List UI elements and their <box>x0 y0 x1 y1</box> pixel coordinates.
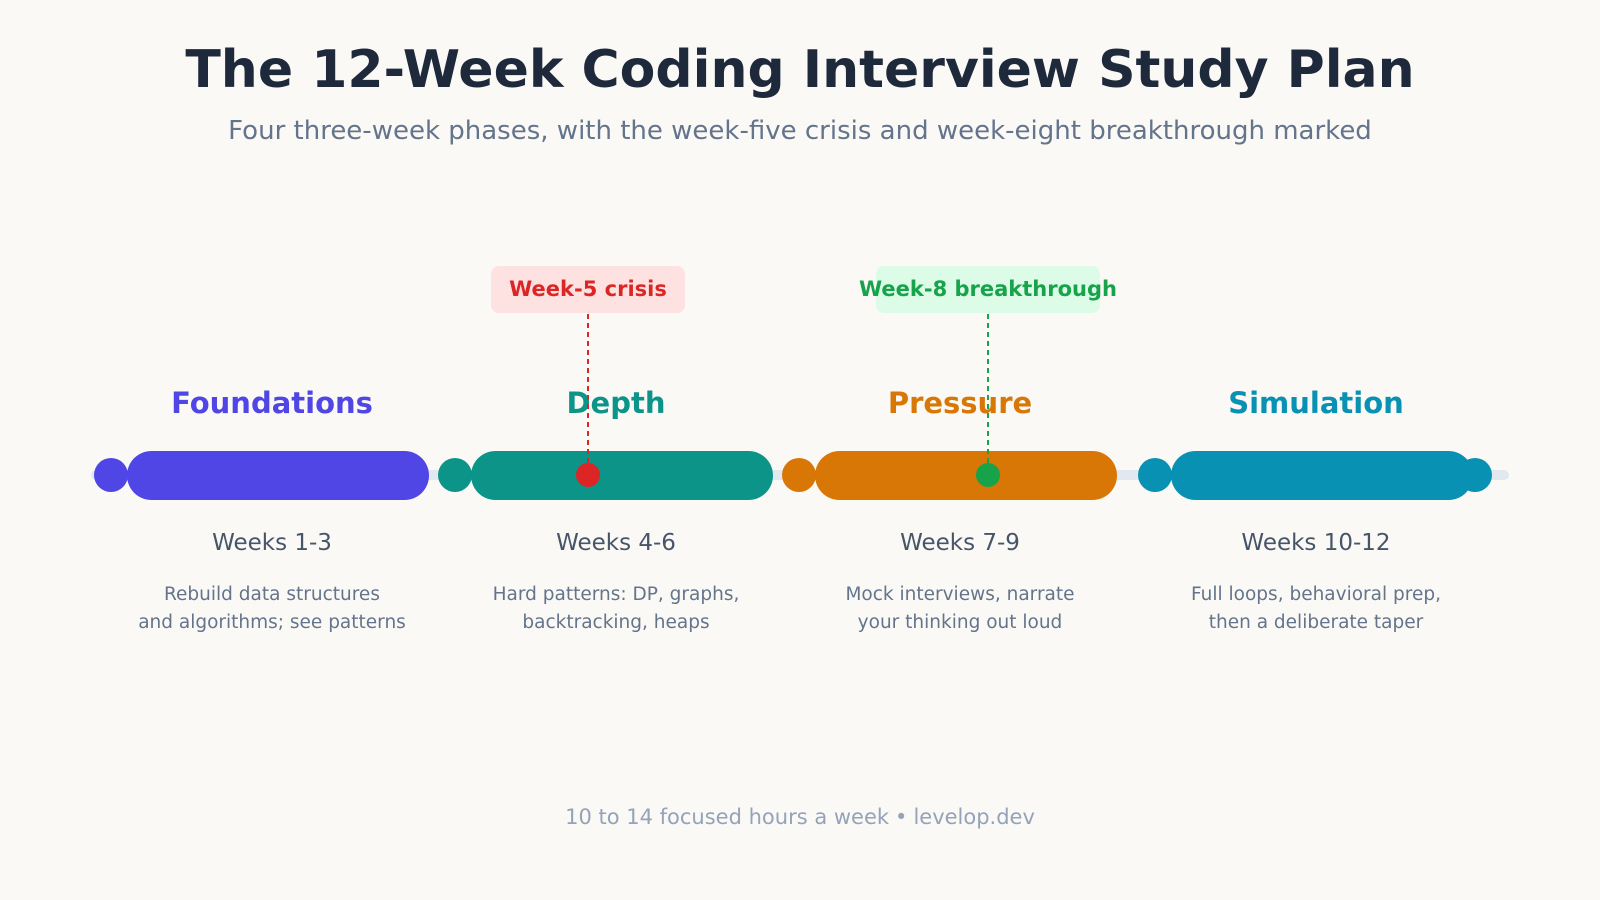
marker-label-box <box>876 266 1100 313</box>
phase-desc-line1: Rebuild data structures <box>164 584 380 605</box>
phase-desc-line1: Hard patterns: DP, graphs, <box>493 584 740 605</box>
phase-start-cap <box>1138 458 1172 492</box>
phase-desc-line2: then a deliberate taper <box>1209 612 1424 633</box>
phase-weeks: Weeks 4-6 <box>556 530 676 556</box>
markers-layer: Week-5 crisis Week-8 breakthrough <box>491 266 1117 487</box>
phase-start-cap <box>438 458 472 492</box>
marker-label: Week-5 crisis <box>509 277 667 301</box>
phase-desc-line1: Full loops, behavioral prep, <box>1191 584 1441 605</box>
phase-start-cap <box>782 458 816 492</box>
marker-crisis: Week-5 crisis <box>491 266 685 487</box>
phase-weeks: Weeks 7-9 <box>900 530 1020 556</box>
footer-separator: • <box>895 805 908 829</box>
phase-bar <box>127 451 429 500</box>
page-title: The 12-Week Coding Interview Study Plan <box>185 40 1415 100</box>
phases-layer: Foundations Weeks 1-3 Rebuild data structu… <box>94 386 1492 633</box>
phase-desc-line2: and algorithms; see patterns <box>138 612 406 633</box>
footer-site: levelop.dev <box>913 805 1035 829</box>
phase-simulation: Simulation Weeks 10-12 Full loops, behavio… <box>1138 386 1492 633</box>
phase-pressure: Pressure Weeks 7-9 Mock interviews, narrat… <box>782 386 1117 633</box>
marker-label-box <box>491 266 685 313</box>
marker-dot <box>976 463 1000 487</box>
footer: 10 to 14 focused hours a week • levelop.de… <box>0 805 1600 829</box>
phase-bar <box>815 451 1117 500</box>
phase-name: Simulation <box>1228 386 1404 420</box>
phase-desc-line2: backtracking, heaps <box>522 612 709 633</box>
footer-hours: 10 to 14 focused hours a week <box>565 805 890 829</box>
marker-breakthrough: Week-8 breakthrough <box>859 266 1117 487</box>
phase-name: Pressure <box>888 386 1032 420</box>
phase-depth: Depth Weeks 4-6 Hard patterns: DP, graphs,… <box>438 386 773 633</box>
marker-dot <box>576 463 600 487</box>
phase-weeks: Weeks 1-3 <box>212 530 332 556</box>
page-subtitle: Four three-week phases, with the week-fi… <box>228 116 1372 146</box>
phase-desc-line2: your thinking out loud <box>858 612 1063 633</box>
phase-bar <box>471 451 773 500</box>
phase-name: Foundations <box>171 386 373 420</box>
phase-end-cap <box>1458 458 1492 492</box>
phase-start-cap <box>94 458 128 492</box>
phase-foundations: Foundations Weeks 1-3 Rebuild data structu… <box>94 386 429 633</box>
phase-name: Depth <box>566 386 665 420</box>
phase-weeks: Weeks 10-12 <box>1241 530 1390 556</box>
phase-desc-line1: Mock interviews, narrate <box>845 584 1074 605</box>
marker-label: Week-8 breakthrough <box>859 277 1117 301</box>
phase-bar <box>1171 451 1473 500</box>
